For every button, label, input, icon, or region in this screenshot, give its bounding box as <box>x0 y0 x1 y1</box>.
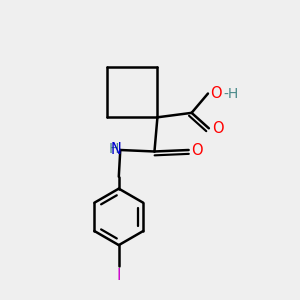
Text: O: O <box>212 121 224 136</box>
Text: -H: -H <box>224 86 239 100</box>
Text: H: H <box>108 142 119 156</box>
Text: N: N <box>111 142 122 157</box>
Text: O: O <box>210 86 222 101</box>
Text: O: O <box>192 142 203 158</box>
Text: I: I <box>116 268 121 283</box>
